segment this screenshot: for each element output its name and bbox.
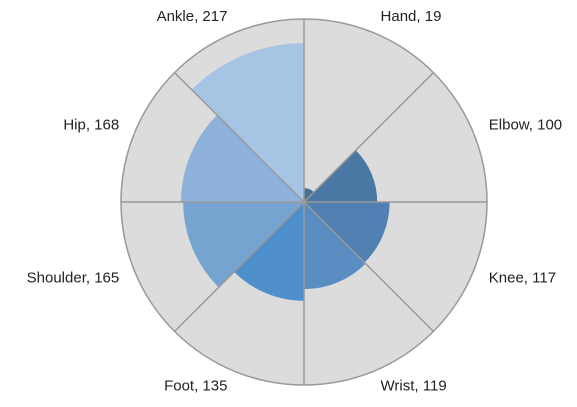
sector-divider — [303, 72, 434, 203]
sector — [304, 202, 366, 290]
sector-label: Wrist, 119 — [381, 378, 447, 395]
sector — [304, 150, 378, 202]
sector-label: Foot, 135 — [164, 378, 227, 395]
sector-label: Hand, 19 — [381, 8, 442, 25]
sector — [234, 202, 304, 301]
sector-label: Knee, 117 — [489, 270, 556, 287]
sector-label: Elbow, 100 — [489, 116, 562, 133]
sector-divider — [174, 201, 305, 332]
sector-divider — [303, 201, 434, 332]
sector — [304, 202, 390, 263]
sector-label: Ankle, 217 — [157, 8, 228, 25]
sector — [183, 202, 304, 288]
sector — [181, 115, 304, 202]
sector-label: Shoulder, 165 — [27, 270, 120, 287]
sector — [191, 43, 304, 202]
sector-divider — [174, 72, 305, 203]
sector-label: Hip, 168 — [63, 116, 119, 133]
